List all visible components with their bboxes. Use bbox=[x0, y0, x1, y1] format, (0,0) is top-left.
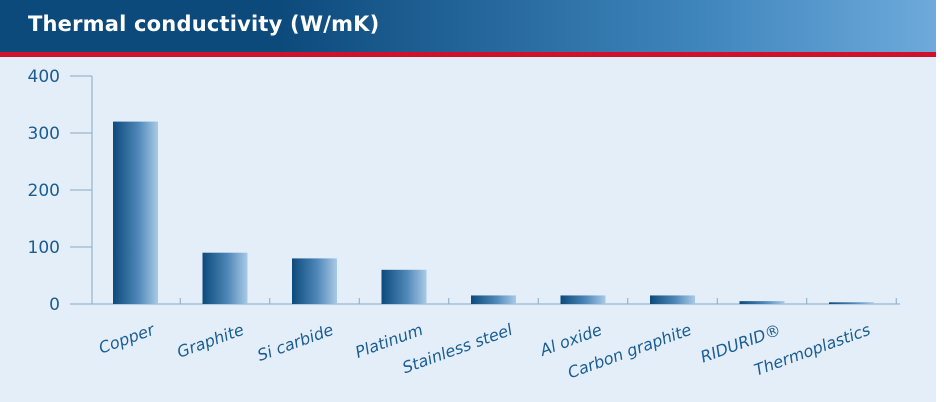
y-tick-label: 300 bbox=[28, 124, 60, 144]
bar bbox=[739, 301, 785, 304]
bar bbox=[471, 295, 516, 304]
bars bbox=[113, 121, 874, 304]
y-axis: 0 100 200 300 400 bbox=[28, 67, 93, 315]
category-label: Copper bbox=[96, 319, 158, 357]
chart-title: Thermal conductivity (W/mK) bbox=[28, 12, 380, 36]
y-tick-label: 200 bbox=[28, 181, 60, 201]
y-tick-label: 0 bbox=[49, 295, 60, 315]
y-tick-label: 400 bbox=[28, 67, 60, 87]
category-labels: Copper Graphite Si carbide PlatinumStainles… bbox=[96, 319, 873, 382]
bar bbox=[829, 302, 874, 304]
bar bbox=[560, 295, 606, 304]
bar bbox=[292, 258, 337, 304]
category-label: Graphite bbox=[174, 320, 246, 362]
chart-header: Thermal conductivity (W/mK) bbox=[0, 0, 936, 52]
category-label: Si carbide bbox=[255, 320, 336, 365]
header-accent-line bbox=[0, 52, 936, 57]
bar bbox=[113, 121, 158, 304]
bar bbox=[650, 295, 695, 304]
bar bbox=[381, 269, 427, 304]
bar bbox=[202, 252, 248, 304]
y-tick-label: 100 bbox=[28, 238, 60, 258]
